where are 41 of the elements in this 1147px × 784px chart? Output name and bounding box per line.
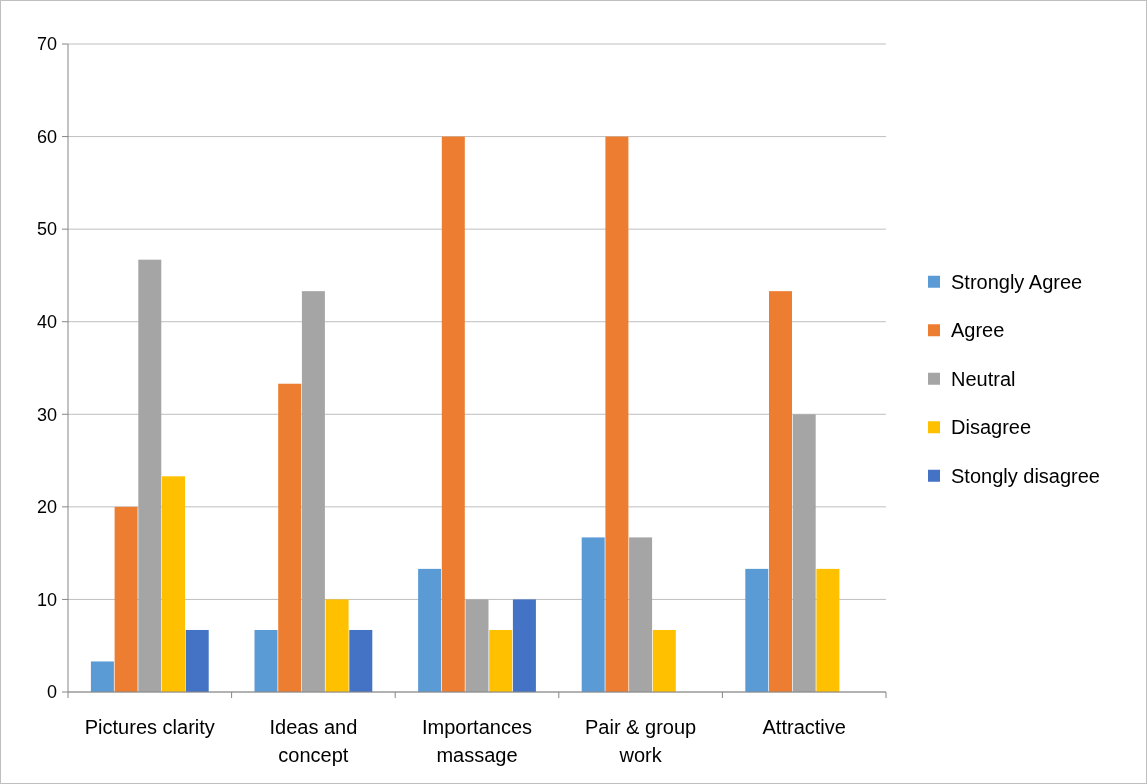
bar	[162, 476, 185, 692]
bar	[629, 537, 653, 692]
legend-label: Stongly disagree	[951, 464, 1100, 487]
bar	[512, 599, 536, 692]
y-tick-label: 50	[36, 219, 57, 240]
bar	[185, 629, 209, 692]
bar	[745, 568, 769, 692]
legend-label: Strongly Agree	[951, 270, 1083, 293]
x-tick-label: Pair & group work	[585, 716, 697, 766]
bar	[138, 259, 162, 692]
x-tick-label: Ideas and concept	[269, 716, 358, 766]
bar	[301, 291, 325, 692]
bar	[581, 537, 605, 692]
bar	[489, 629, 513, 692]
bar	[349, 629, 373, 692]
bar	[418, 568, 442, 692]
y-tick-label: 70	[36, 34, 57, 55]
legend-label: Disagree	[951, 416, 1032, 439]
y-tick-label: 20	[36, 497, 57, 518]
x-tick-label: Pictures clarity	[84, 716, 215, 738]
x-tick-label: Attractive	[762, 716, 846, 738]
bar	[769, 291, 792, 692]
bar	[325, 599, 349, 692]
bar	[114, 506, 138, 692]
bar	[441, 136, 465, 692]
bar	[465, 599, 489, 692]
y-tick-label: 0	[46, 682, 57, 703]
y-tick-label: 40	[36, 312, 57, 333]
y-tick-label: 30	[36, 404, 57, 425]
bar	[652, 629, 676, 692]
legend-label: Agree	[951, 319, 1005, 342]
bar	[605, 136, 629, 692]
bar	[278, 383, 302, 692]
y-tick-label: 60	[36, 126, 57, 147]
legend-label: Neutral	[951, 367, 1016, 390]
x-tick-label: Importances massage	[421, 716, 533, 766]
bar	[254, 629, 278, 692]
bar	[90, 661, 114, 692]
bar	[816, 568, 840, 692]
bar	[792, 414, 816, 692]
y-tick-label: 10	[36, 589, 57, 610]
